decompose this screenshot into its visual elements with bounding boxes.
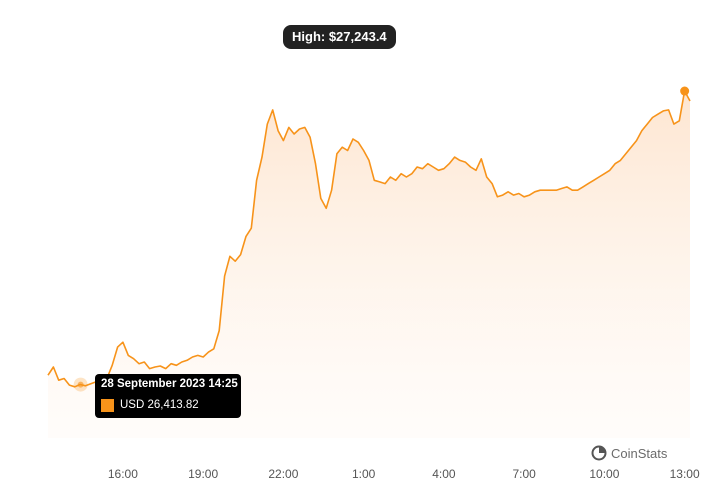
x-tick-label: 7:00 [512,467,536,481]
x-tick-label: 19:00 [188,467,218,481]
coinstats-logo-icon [591,445,607,461]
x-tick-label: 16:00 [108,467,138,481]
x-tick-label: 13:00 [670,467,700,481]
tooltip-value: USD 26,413.82 [120,399,199,411]
tooltip-color-swatch [101,398,114,412]
tooltip-date: 28 September 2023 14:25 [101,378,238,390]
watermark-text: CoinStats [611,445,668,461]
x-tick-label: 10:00 [589,467,619,481]
tooltip-row: USD 26,413.82 [101,398,199,412]
x-tick-label: 22:00 [268,467,298,481]
hover-point-marker[interactable] [77,381,84,388]
plot-area [47,86,691,438]
x-tick-label: 4:00 [432,467,456,481]
x-axis: 16:00 19:00 22:00 1:00 4:00 7:00 10:00 13:00 [108,467,700,481]
high-point-marker[interactable] [680,86,690,96]
price-line[interactable] [47,90,691,390]
high-price-label: High: $27,243.4 [283,25,396,49]
price-area-fill [48,91,690,438]
high-price-label-text: High: $27,243.4 [292,29,387,44]
x-tick-label: 1:00 [352,467,376,481]
coinstats-watermark: CoinStats [591,444,667,462]
hover-tooltip: 28 September 2023 14:25 USD 26,413.82 [95,374,241,418]
